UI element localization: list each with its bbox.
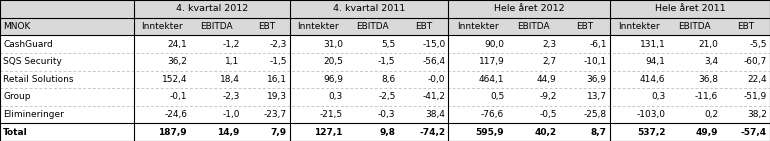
Text: 537,2: 537,2 [637, 128, 665, 137]
Text: 8,7: 8,7 [591, 128, 607, 137]
Text: -1,2: -1,2 [223, 40, 239, 49]
Text: 0,2: 0,2 [704, 110, 718, 119]
Text: 21,0: 21,0 [698, 40, 718, 49]
Text: 595,9: 595,9 [476, 128, 504, 137]
Text: 3,4: 3,4 [704, 57, 718, 66]
Text: -5,5: -5,5 [749, 40, 767, 49]
Text: -0,1: -0,1 [169, 92, 187, 101]
Text: Elimineringer: Elimineringer [3, 110, 64, 119]
Text: 40,2: 40,2 [534, 128, 557, 137]
Text: EBITDA: EBITDA [200, 22, 233, 31]
Text: 13,7: 13,7 [587, 92, 607, 101]
Text: Inntekter: Inntekter [297, 22, 339, 31]
Text: 38,2: 38,2 [747, 110, 767, 119]
Text: 4. kvartal 2011: 4. kvartal 2011 [333, 4, 405, 13]
Text: -0,0: -0,0 [428, 75, 445, 84]
Text: 464,1: 464,1 [479, 75, 504, 84]
Text: 152,4: 152,4 [162, 75, 187, 84]
Text: -11,6: -11,6 [695, 92, 718, 101]
Text: Hele året 2011: Hele året 2011 [654, 4, 725, 13]
Text: EBITDA: EBITDA [678, 22, 711, 31]
Text: 16,1: 16,1 [266, 75, 286, 84]
Text: -0,5: -0,5 [539, 110, 557, 119]
Text: 7,9: 7,9 [271, 128, 286, 137]
Text: 0,3: 0,3 [329, 92, 343, 101]
Text: 38,4: 38,4 [426, 110, 445, 119]
Text: 414,6: 414,6 [640, 75, 665, 84]
Text: -76,6: -76,6 [481, 110, 504, 119]
Text: -51,9: -51,9 [744, 92, 767, 101]
Text: EBITDA: EBITDA [356, 22, 389, 31]
Text: EBT: EBT [258, 22, 275, 31]
Text: EBT: EBT [415, 22, 432, 31]
Text: 49,9: 49,9 [695, 128, 718, 137]
Text: Hele året 2012: Hele året 2012 [494, 4, 564, 13]
Text: 20,5: 20,5 [323, 57, 343, 66]
Text: -56,4: -56,4 [422, 57, 445, 66]
Text: Inntekter: Inntekter [618, 22, 660, 31]
Text: 94,1: 94,1 [645, 57, 665, 66]
Text: 8,6: 8,6 [381, 75, 396, 84]
Text: 36,9: 36,9 [587, 75, 607, 84]
Text: -10,1: -10,1 [584, 57, 607, 66]
Text: 131,1: 131,1 [640, 40, 665, 49]
Text: -74,2: -74,2 [419, 128, 445, 137]
Text: -57,4: -57,4 [741, 128, 767, 137]
Text: 19,3: 19,3 [266, 92, 286, 101]
Text: Inntekter: Inntekter [142, 22, 183, 31]
Text: -15,0: -15,0 [422, 40, 445, 49]
Text: -2,3: -2,3 [270, 40, 286, 49]
Text: -9,2: -9,2 [539, 92, 557, 101]
Text: EBT: EBT [576, 22, 594, 31]
Text: 1,1: 1,1 [226, 57, 239, 66]
Text: -103,0: -103,0 [637, 110, 665, 119]
Text: 9,8: 9,8 [380, 128, 396, 137]
Text: EBT: EBT [737, 22, 754, 31]
Text: -1,0: -1,0 [223, 110, 239, 119]
Text: 4. kvartal 2012: 4. kvartal 2012 [176, 4, 248, 13]
Text: -24,6: -24,6 [164, 110, 187, 119]
Text: -2,5: -2,5 [378, 92, 396, 101]
Text: 36,2: 36,2 [167, 57, 187, 66]
Text: 31,0: 31,0 [323, 40, 343, 49]
Text: SQS Security: SQS Security [3, 57, 62, 66]
Text: 187,9: 187,9 [159, 128, 187, 137]
Text: -1,5: -1,5 [270, 57, 286, 66]
Text: MNOK: MNOK [3, 22, 31, 31]
Text: -2,3: -2,3 [223, 92, 239, 101]
Text: Group: Group [3, 92, 31, 101]
Text: 14,9: 14,9 [217, 128, 239, 137]
Text: 44,9: 44,9 [537, 75, 557, 84]
Text: 18,4: 18,4 [219, 75, 239, 84]
Text: 90,0: 90,0 [484, 40, 504, 49]
Text: 24,1: 24,1 [167, 40, 187, 49]
Text: 0,5: 0,5 [490, 92, 504, 101]
Text: 5,5: 5,5 [381, 40, 396, 49]
Text: 117,9: 117,9 [478, 57, 504, 66]
Text: 36,8: 36,8 [698, 75, 718, 84]
Text: 22,4: 22,4 [748, 75, 767, 84]
Text: 96,9: 96,9 [323, 75, 343, 84]
Text: EBITDA: EBITDA [517, 22, 550, 31]
Text: Inntekter: Inntekter [457, 22, 499, 31]
Text: -41,2: -41,2 [422, 92, 445, 101]
Text: -1,5: -1,5 [378, 57, 396, 66]
Text: -60,7: -60,7 [744, 57, 767, 66]
Text: -25,8: -25,8 [584, 110, 607, 119]
Text: 0,3: 0,3 [651, 92, 665, 101]
Text: 127,1: 127,1 [314, 128, 343, 137]
Text: Total: Total [3, 128, 28, 137]
Text: Retail Solutions: Retail Solutions [3, 75, 74, 84]
Text: -21,5: -21,5 [320, 110, 343, 119]
Text: 2,3: 2,3 [543, 40, 557, 49]
Text: -6,1: -6,1 [589, 40, 607, 49]
Text: -0,3: -0,3 [378, 110, 396, 119]
Text: -23,7: -23,7 [263, 110, 286, 119]
Text: CashGuard: CashGuard [3, 40, 53, 49]
Text: 2,7: 2,7 [543, 57, 557, 66]
